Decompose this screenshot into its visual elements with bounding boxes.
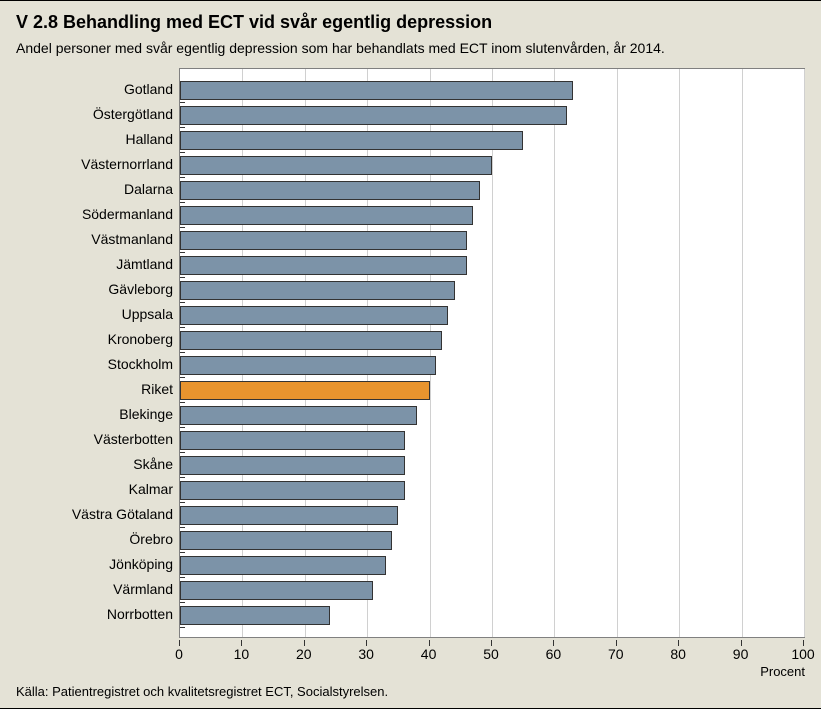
bar bbox=[180, 206, 473, 225]
category-label: Stockholm bbox=[16, 355, 179, 374]
x-tick-label: 0 bbox=[175, 646, 183, 662]
bar bbox=[180, 481, 405, 500]
category-label: Östergötland bbox=[16, 105, 179, 124]
category-label: Södermanland bbox=[16, 205, 179, 224]
bar bbox=[180, 406, 417, 425]
gridline bbox=[742, 69, 743, 637]
row-tick bbox=[180, 627, 185, 628]
gridline bbox=[679, 69, 680, 637]
plot-area bbox=[179, 68, 805, 638]
bar bbox=[180, 106, 567, 125]
x-tick-label: 90 bbox=[733, 646, 749, 662]
source-text: Källa: Patientregistret och kvalitetsreg… bbox=[16, 684, 388, 699]
row-tick bbox=[180, 227, 185, 228]
row-tick bbox=[180, 327, 185, 328]
x-tick-label: 30 bbox=[358, 646, 374, 662]
x-tick-label: 20 bbox=[296, 646, 312, 662]
row-tick bbox=[180, 277, 185, 278]
category-label: Dalarna bbox=[16, 180, 179, 199]
bar bbox=[180, 456, 405, 475]
bar bbox=[180, 156, 492, 175]
chart-subtitle: Andel personer med svår egentlig depress… bbox=[16, 39, 805, 58]
x-tick-label: 100 bbox=[791, 646, 814, 662]
x-axis: Procent 0102030405060708090100 bbox=[179, 640, 805, 664]
gridline bbox=[367, 69, 368, 637]
x-tick-label: 60 bbox=[546, 646, 562, 662]
gridline bbox=[554, 69, 555, 637]
page-container: V 2.8 Behandling med ECT vid svår egentl… bbox=[0, 0, 821, 709]
row-tick bbox=[180, 352, 185, 353]
gridline bbox=[492, 69, 493, 637]
bar bbox=[180, 431, 405, 450]
category-label: Västerbotten bbox=[16, 430, 179, 449]
category-label: Jämtland bbox=[16, 255, 179, 274]
bar bbox=[180, 556, 386, 575]
row-tick bbox=[180, 202, 185, 203]
category-label: Uppsala bbox=[16, 305, 179, 324]
category-label: Gotland bbox=[16, 80, 179, 99]
category-label: Örebro bbox=[16, 530, 179, 549]
row-tick bbox=[180, 602, 185, 603]
category-label: Västernorrland bbox=[16, 155, 179, 174]
x-tick-label: 50 bbox=[483, 646, 499, 662]
category-label: Kronoberg bbox=[16, 330, 179, 349]
row-tick bbox=[180, 152, 185, 153]
category-label: Kalmar bbox=[16, 480, 179, 499]
category-label: Norrbotten bbox=[16, 605, 179, 624]
bar bbox=[180, 606, 330, 625]
bar bbox=[180, 81, 573, 100]
x-tick-label: 70 bbox=[608, 646, 624, 662]
bar bbox=[180, 231, 467, 250]
row-tick bbox=[180, 402, 185, 403]
row-tick bbox=[180, 577, 185, 578]
row-tick bbox=[180, 302, 185, 303]
row-tick bbox=[180, 252, 185, 253]
bar bbox=[180, 331, 442, 350]
x-tick-label: 80 bbox=[670, 646, 686, 662]
chart-area: Gotland Östergötland Halland Västernorrland… bbox=[16, 68, 805, 638]
row-tick bbox=[180, 127, 185, 128]
chart-title: V 2.8 Behandling med ECT vid svår egentl… bbox=[16, 12, 805, 33]
gridline bbox=[617, 69, 618, 637]
row-tick bbox=[180, 377, 185, 378]
row-tick bbox=[180, 502, 185, 503]
category-label: Halland bbox=[16, 130, 179, 149]
row-tick bbox=[180, 527, 185, 528]
row-tick bbox=[180, 552, 185, 553]
row-tick bbox=[180, 477, 185, 478]
category-label: Riket bbox=[16, 380, 179, 399]
category-label: Västmanland bbox=[16, 230, 179, 249]
bar bbox=[180, 506, 398, 525]
row-tick bbox=[180, 427, 185, 428]
category-label: Skåne bbox=[16, 455, 179, 474]
bar bbox=[180, 531, 392, 550]
bar bbox=[180, 356, 436, 375]
bar bbox=[180, 281, 455, 300]
x-tick-label: 40 bbox=[421, 646, 437, 662]
top-rule bbox=[0, 0, 821, 1]
category-label: Gävleborg bbox=[16, 280, 179, 299]
category-label: Jönköping bbox=[16, 555, 179, 574]
bar bbox=[180, 256, 467, 275]
bar bbox=[180, 581, 373, 600]
bar-highlight bbox=[180, 381, 430, 400]
row-tick bbox=[180, 177, 185, 178]
x-tick-label: 10 bbox=[234, 646, 250, 662]
x-axis-title: Procent bbox=[760, 664, 805, 679]
row-tick bbox=[180, 452, 185, 453]
gridline bbox=[305, 69, 306, 637]
row-tick bbox=[180, 102, 185, 103]
gridline bbox=[804, 69, 805, 637]
gridline bbox=[242, 69, 243, 637]
y-axis-labels: Gotland Östergötland Halland Västernorrland… bbox=[16, 68, 179, 638]
bar bbox=[180, 131, 523, 150]
bar bbox=[180, 306, 448, 325]
bar bbox=[180, 181, 480, 200]
category-label: Värmland bbox=[16, 580, 179, 599]
category-label: Västra Götaland bbox=[16, 505, 179, 524]
gridline bbox=[430, 69, 431, 637]
category-label: Blekinge bbox=[16, 405, 179, 424]
